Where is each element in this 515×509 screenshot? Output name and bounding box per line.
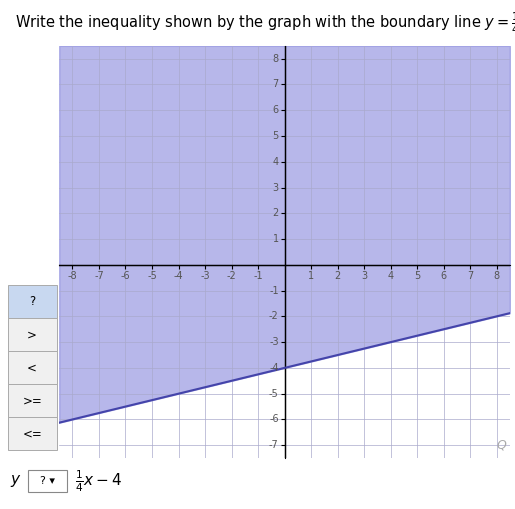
Text: 8: 8 <box>493 270 500 280</box>
Text: >=: >= <box>22 394 42 407</box>
Text: Write the inequality shown by the graph with the boundary line $y = \frac{1}{4}x: Write the inequality shown by the graph … <box>15 10 515 36</box>
Text: -1: -1 <box>269 286 279 296</box>
Text: 3: 3 <box>361 270 367 280</box>
Text: 3: 3 <box>272 183 279 192</box>
Text: 2: 2 <box>334 270 341 280</box>
Text: -2: -2 <box>269 312 279 321</box>
Text: ? ▾: ? ▾ <box>40 476 55 486</box>
Text: 1: 1 <box>272 234 279 244</box>
Text: 4: 4 <box>387 270 393 280</box>
Text: 4: 4 <box>272 157 279 167</box>
Text: <=: <= <box>22 428 42 440</box>
Text: -6: -6 <box>121 270 130 280</box>
Text: Q: Q <box>496 439 506 451</box>
Text: <: < <box>27 361 37 374</box>
Text: >: > <box>27 328 37 341</box>
Text: 5: 5 <box>414 270 420 280</box>
Text: -4: -4 <box>174 270 183 280</box>
Text: -8: -8 <box>67 270 77 280</box>
Text: 7: 7 <box>467 270 473 280</box>
Text: -5: -5 <box>269 389 279 399</box>
Text: 2: 2 <box>272 208 279 218</box>
Text: -4: -4 <box>269 363 279 373</box>
Text: 8: 8 <box>272 53 279 64</box>
Text: -7: -7 <box>269 440 279 450</box>
Text: 1: 1 <box>308 270 314 280</box>
Text: 5: 5 <box>272 131 279 141</box>
Text: -1: -1 <box>253 270 263 280</box>
Text: ?: ? <box>29 295 36 308</box>
Text: 6: 6 <box>440 270 447 280</box>
Text: -3: -3 <box>269 337 279 347</box>
Text: -2: -2 <box>227 270 236 280</box>
Text: -6: -6 <box>269 414 279 425</box>
Text: $y$: $y$ <box>10 473 22 489</box>
Text: -5: -5 <box>147 270 157 280</box>
Text: $\frac{1}{4}x - 4$: $\frac{1}{4}x - 4$ <box>75 468 122 494</box>
Text: -7: -7 <box>94 270 104 280</box>
Text: 7: 7 <box>272 79 279 90</box>
Text: -3: -3 <box>200 270 210 280</box>
Text: 6: 6 <box>272 105 279 115</box>
